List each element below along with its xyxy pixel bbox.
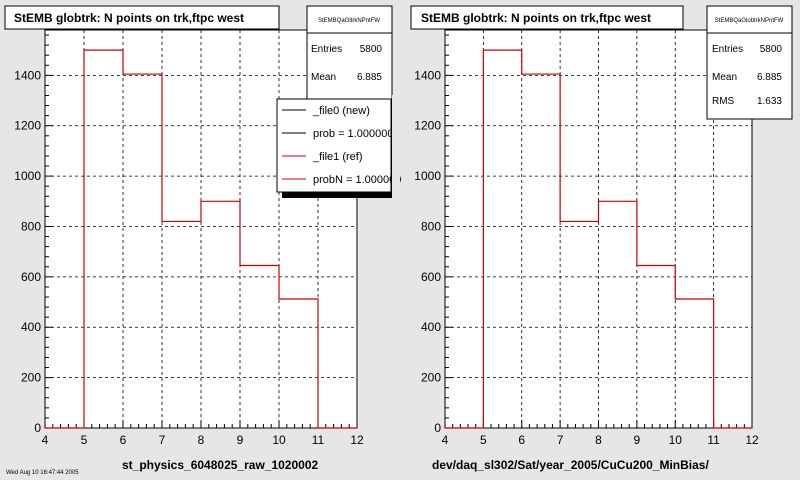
y-tick-label: 1000 — [14, 169, 41, 183]
x-axis-label: st_physics_6048025_raw_1020002 — [122, 458, 318, 472]
tick-labels: 4 5 6 7 8 9 10 11 12 0 200 400 600 800 1000 1200 1400 — [414, 68, 759, 447]
right-panel: 4 5 6 7 8 9 10 11 12 0 200 400 600 800 1000 1200 1400 St… — [410, 5, 793, 472]
stats-entries-label: Entries — [311, 44, 342, 55]
stats-rms-label: RMS — [712, 96, 735, 107]
x-tick-label: 8 — [198, 433, 205, 447]
x-tick-label: 7 — [557, 433, 564, 447]
x-tick-label: 5 — [81, 433, 88, 447]
y-tick-label: 800 — [421, 219, 441, 233]
histogram-outline — [445, 49, 752, 429]
x-tick-label: 12 — [350, 433, 364, 447]
y-tick-label: 1400 — [414, 68, 441, 82]
chart-title: StEMB globtrk: N points on trk,ftpc west — [421, 11, 651, 25]
y-tick-label: 1200 — [414, 119, 441, 133]
stats-mean-value: 6.885 — [357, 72, 382, 83]
chart-title: StEMB globtrk: N points on trk,ftpc west — [14, 11, 244, 25]
stats-box — [706, 5, 793, 120]
histogram-outline — [45, 49, 357, 429]
left-panel: 4 5 6 7 8 9 10 11 12 0 200 400 600 800 1000 1200 1400 St… — [4, 5, 401, 472]
x-tick-label: 10 — [669, 433, 683, 447]
x-tick-label: 10 — [272, 433, 286, 447]
stats-mean-label: Mean — [712, 72, 737, 83]
x-tick-label: 4 — [442, 433, 449, 447]
tick-labels: 4 5 6 7 8 9 10 11 12 0 200 400 600 800 1000 1200 1400 — [14, 68, 364, 447]
stats-rms-value: 1.633 — [757, 96, 782, 107]
stats-name: StEMBQaGlobtrkNPntFW — [715, 18, 784, 24]
histogram — [45, 49, 357, 429]
histogram — [445, 49, 752, 429]
legend-box — [276, 98, 392, 193]
x-tick-label: 11 — [707, 433, 720, 447]
x-tick-label: 9 — [237, 433, 244, 447]
stats-mean-label: Mean — [311, 72, 336, 83]
title-box — [4, 5, 280, 30]
title-box — [410, 5, 684, 30]
y-tick-label: 800 — [21, 219, 41, 233]
x-tick-label: 6 — [518, 433, 525, 447]
y-tick-label: 600 — [421, 270, 441, 284]
y-tick-label: 0 — [434, 421, 441, 435]
x-tick-label: 12 — [745, 433, 759, 447]
canvas-clip — [392, 95, 400, 205]
stats-name: StEMBQaGltrkNPntFW — [318, 18, 380, 24]
y-tick-label: 1200 — [14, 119, 41, 133]
stats-entries-value: 5800 — [760, 44, 783, 55]
y-tick-label: 1400 — [14, 68, 41, 82]
y-tick-label: 0 — [34, 421, 41, 435]
x-tick-label: 6 — [120, 433, 127, 447]
footer-timestamp: Wed Aug 10 16:47:44 2005 — [6, 470, 79, 476]
stats-entries-label: Entries — [712, 44, 743, 55]
stats-box — [306, 5, 393, 117]
y-tick-label: 1000 — [414, 169, 441, 183]
stats-mean-value: 6.885 — [757, 72, 782, 83]
y-tick-label: 200 — [421, 371, 441, 385]
x-tick-label: 5 — [480, 433, 487, 447]
legend-item-prob: prob = 1.000000 — [313, 128, 393, 140]
axis-ticks — [444, 34, 753, 429]
stats-entries-value: 5800 — [360, 44, 383, 55]
x-axis-label: dev/daq_sl302/Sat/year_2005/CuCu200_MinB… — [432, 458, 709, 472]
y-tick-label: 400 — [421, 320, 441, 334]
axis-ticks — [44, 34, 358, 429]
x-tick-label: 11 — [312, 433, 325, 447]
legend-item-ref: _file1 (ref) — [312, 151, 363, 163]
y-tick-label: 200 — [21, 371, 41, 385]
legend-item-probn: probN = 1.000000 — [313, 174, 401, 186]
x-tick-label: 8 — [595, 433, 602, 447]
y-tick-label: 600 — [21, 270, 41, 284]
x-tick-label: 4 — [42, 433, 49, 447]
legend-item-new: _file0 (new) — [312, 105, 370, 117]
x-tick-label: 9 — [634, 433, 641, 447]
y-tick-label: 400 — [21, 320, 41, 334]
x-tick-label: 7 — [159, 433, 166, 447]
